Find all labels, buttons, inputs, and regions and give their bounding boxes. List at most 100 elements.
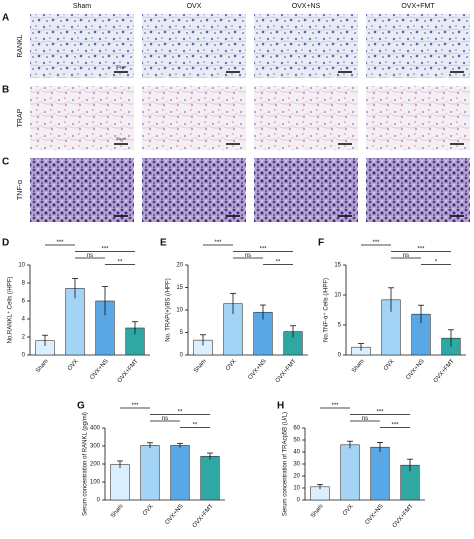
bar xyxy=(110,464,130,501)
column-header: OVX+NS xyxy=(292,3,321,10)
x-tick-label: OVX+FMT xyxy=(275,358,298,384)
significance-label: *** xyxy=(391,423,399,429)
y-tick-label: 10 xyxy=(293,486,300,492)
significance-label: ns xyxy=(403,253,409,259)
micrograph xyxy=(254,14,358,78)
bar xyxy=(170,445,190,501)
micrograph xyxy=(142,86,246,150)
significance-label: *** xyxy=(417,247,425,253)
x-tick-label: Sham xyxy=(193,358,208,374)
column-header: OVX+FMT xyxy=(401,3,435,10)
x-tick-label: Sham xyxy=(35,358,50,374)
significance-label: *** xyxy=(376,410,384,416)
row-label: TNF-α xyxy=(17,180,24,200)
y-tick-label: 0 xyxy=(297,498,301,504)
y-tick-label: 5 xyxy=(180,330,184,336)
bar xyxy=(65,288,85,356)
x-tick-label: Sham xyxy=(351,358,366,374)
significance-label: *** xyxy=(56,240,64,246)
significance-label: ** xyxy=(178,410,183,416)
y-tick-label: 0 xyxy=(97,498,101,504)
y-axis-label: Serum concentration of TRAcp5B (U/L) xyxy=(283,412,289,516)
y-axis-label: Serum concentration of RANKL (pg/ml) xyxy=(83,412,89,516)
significance-label: *** xyxy=(372,240,380,246)
row-label: RANKL xyxy=(17,34,24,57)
y-tick-label: 20 xyxy=(293,474,300,480)
panel-letter: E xyxy=(160,238,167,249)
column-header: OVX xyxy=(187,3,202,10)
column-header: Sham xyxy=(73,3,91,10)
micrograph xyxy=(30,86,134,150)
bar xyxy=(140,445,160,501)
x-tick-label: OVX+FMT xyxy=(117,358,140,384)
significance-label: ** xyxy=(193,423,198,429)
y-tick-label: 2 xyxy=(22,335,26,341)
bar xyxy=(340,444,360,501)
significance-label: *** xyxy=(259,247,267,253)
significance-label: ns xyxy=(87,253,93,259)
x-tick-label: OVX xyxy=(342,503,355,517)
panel-letter: A xyxy=(2,13,9,24)
significance-label: *** xyxy=(331,403,339,409)
y-tick-label: 5 xyxy=(338,323,342,329)
y-tick-label: 20 xyxy=(176,263,183,269)
significance-label: *** xyxy=(131,403,139,409)
y-tick-label: 4 xyxy=(22,317,26,323)
significance-label: ns xyxy=(162,416,168,422)
x-tick-label: OVX+NS xyxy=(164,503,184,526)
y-tick-label: 6 xyxy=(22,299,26,305)
micrograph xyxy=(142,14,246,78)
panel-letter: B xyxy=(2,85,9,96)
x-tick-label: OVX xyxy=(142,503,155,517)
y-tick-label: 100 xyxy=(90,480,101,486)
x-tick-label: OVX+NS xyxy=(89,358,109,381)
y-tick-label: 8 xyxy=(22,281,26,287)
y-tick-label: 400 xyxy=(90,426,101,432)
x-tick-label: OVX xyxy=(225,358,238,372)
significance-label: *** xyxy=(101,247,109,253)
row-label: TRAP xyxy=(17,108,24,127)
micrograph xyxy=(366,86,470,150)
micrograph xyxy=(30,14,134,78)
bar xyxy=(200,455,220,501)
y-tick-label: 300 xyxy=(90,444,101,450)
significance-label: ns xyxy=(362,416,368,422)
micrograph xyxy=(254,158,358,222)
x-tick-label: Sham xyxy=(110,503,125,519)
x-tick-label: OVX+FMT xyxy=(392,503,415,529)
x-tick-label: OVX+FMT xyxy=(192,503,215,529)
micrograph xyxy=(254,86,358,150)
significance-label: * xyxy=(435,260,438,266)
significance-label: ns xyxy=(245,253,251,259)
scale-label: 50μm xyxy=(116,64,127,69)
y-tick-label: 40 xyxy=(293,450,300,456)
y-axis-label: No.RANKL⁺ Cells (/HPF) xyxy=(7,277,14,344)
y-axis-label: No. TRAP(+)/BS (/HPF) xyxy=(166,278,172,341)
x-tick-label: Sham xyxy=(310,503,325,519)
panel-letter: H xyxy=(277,401,284,412)
y-tick-label: 10 xyxy=(18,263,25,269)
x-tick-label: OVX xyxy=(67,358,80,372)
y-tick-label: 0 xyxy=(22,353,26,359)
y-tick-label: 10 xyxy=(334,293,341,299)
y-tick-label: 30 xyxy=(293,462,300,468)
y-tick-label: 15 xyxy=(334,263,341,269)
y-tick-label: 60 xyxy=(293,426,300,432)
y-tick-label: 15 xyxy=(176,285,183,291)
x-tick-label: OVX+NS xyxy=(405,358,425,381)
scale-label: 50μm xyxy=(116,136,127,141)
micrograph xyxy=(366,14,470,78)
panel-letter: C xyxy=(2,157,9,168)
panel-letter: D xyxy=(2,238,9,249)
y-tick-label: 200 xyxy=(90,462,101,468)
micrograph xyxy=(366,158,470,222)
y-tick-label: 50 xyxy=(293,438,300,444)
y-tick-label: 0 xyxy=(180,353,184,359)
x-tick-label: OVX+NS xyxy=(364,503,384,526)
x-tick-label: OVX+FMT xyxy=(433,358,456,384)
x-tick-label: OVX+NS xyxy=(247,358,267,381)
y-tick-label: 10 xyxy=(176,308,183,314)
bar xyxy=(370,446,390,501)
